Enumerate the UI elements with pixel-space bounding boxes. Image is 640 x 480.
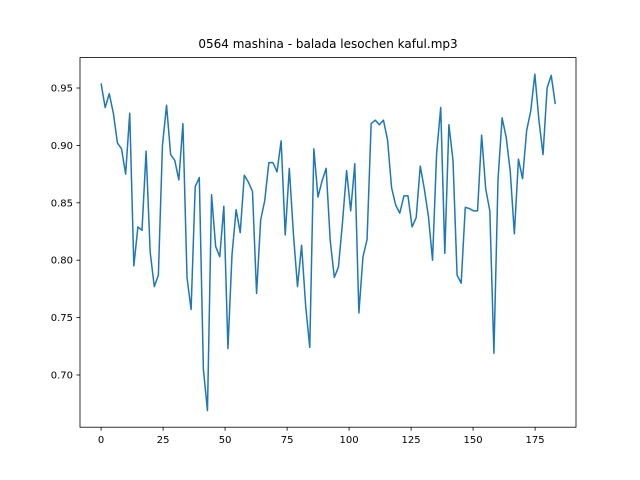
y-tick-label: 0.75: [51, 313, 73, 324]
x-tick-label: 0: [98, 435, 104, 446]
x-tick-label: 175: [526, 435, 545, 446]
plot-frame: [79, 57, 577, 428]
y-tick-label: 0.95: [51, 84, 73, 95]
data-line: [100, 73, 557, 412]
x-tick-label: 100: [340, 435, 359, 446]
x-tick-label: 150: [464, 435, 483, 446]
chart-title: 0564 mashina - balada lesochen kaful.mp3: [198, 37, 457, 51]
x-tick-label: 125: [402, 435, 421, 446]
x-tick-label: 75: [281, 435, 294, 446]
y-tick-label: 0.80: [51, 256, 73, 267]
x-tick-label: 50: [219, 435, 232, 446]
x-tick-label: 25: [157, 435, 170, 446]
y-tick-label: 0.85: [51, 198, 73, 209]
y-tick-label: 0.70: [51, 370, 73, 381]
y-tick-label: 0.90: [51, 141, 73, 152]
